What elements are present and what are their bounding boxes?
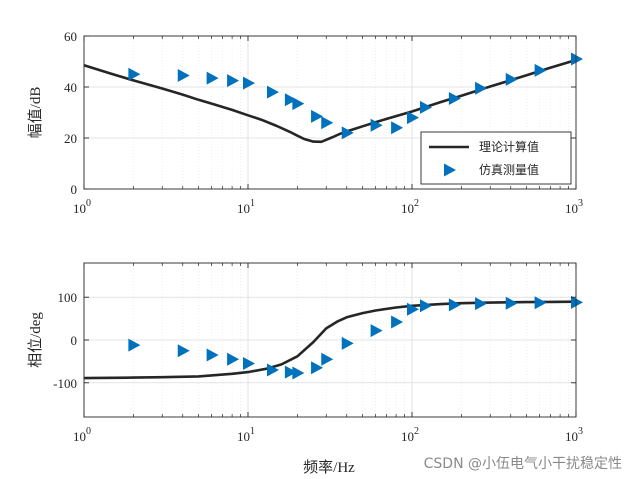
phase-sim-marker bbox=[266, 363, 279, 377]
phase-sim-marker bbox=[407, 302, 419, 316]
phase-xtick-label: 103 bbox=[565, 426, 583, 444]
phase-xtick-label: 100 bbox=[73, 426, 91, 444]
phase-sim-marker bbox=[206, 348, 219, 362]
phase-xtick-label: 101 bbox=[237, 426, 255, 444]
phase-xlabel: 频率/Hz bbox=[303, 459, 355, 476]
mag-ytick-label: 0 bbox=[71, 182, 78, 197]
mag-sim-marker bbox=[292, 97, 305, 111]
legend-label-sim: 仿真测量值 bbox=[479, 162, 539, 177]
phase-sim-marker bbox=[321, 352, 334, 366]
mag-sim-marker bbox=[206, 71, 219, 85]
mag-sim-marker bbox=[475, 81, 488, 95]
mag-sim-marker bbox=[177, 69, 190, 83]
mag-sim-marker bbox=[534, 63, 547, 77]
phase-sim-marker bbox=[177, 344, 190, 358]
phase-sim-marker bbox=[391, 315, 404, 329]
mag-xtick-label: 100 bbox=[73, 198, 91, 216]
mag-sim-marker bbox=[341, 126, 354, 140]
phase-sim-marker bbox=[341, 336, 354, 350]
mag-sim-marker bbox=[505, 72, 518, 86]
mag-ytick-label: 40 bbox=[64, 80, 77, 95]
mag-xtick-label: 101 bbox=[237, 198, 255, 216]
phase-sim-marker bbox=[311, 361, 324, 375]
mag-sim-marker bbox=[311, 109, 324, 123]
mag-sim-marker bbox=[227, 74, 240, 88]
mag-sim-marker bbox=[448, 91, 461, 105]
phase-sim-marker bbox=[284, 365, 297, 379]
mag-ylabel: 幅值/dB bbox=[27, 87, 44, 139]
mag-sim-marker bbox=[321, 116, 334, 130]
mag-sim-marker bbox=[419, 100, 432, 114]
phase-sim-marker bbox=[128, 338, 141, 352]
phase-sim-marker bbox=[571, 295, 583, 309]
mag-xtick-label: 103 bbox=[565, 198, 583, 216]
phase-sim-marker bbox=[370, 324, 383, 338]
phase-sim-marker bbox=[475, 297, 488, 311]
phase-ytick-label: 0 bbox=[71, 333, 78, 348]
mag-sim-marker bbox=[266, 85, 279, 99]
phase-ylabel: 相位/deg bbox=[27, 312, 44, 368]
mag-xtick-label: 102 bbox=[401, 198, 419, 216]
phase-sim-marker bbox=[292, 366, 305, 380]
mag-ytick-label: 20 bbox=[64, 131, 77, 146]
phase-sim-marker bbox=[505, 296, 518, 310]
mag-sim-marker bbox=[391, 121, 404, 135]
mag-sim-marker bbox=[128, 67, 141, 81]
mag-ytick-label: 60 bbox=[64, 29, 77, 44]
phase-sim-marker bbox=[227, 352, 240, 366]
mag-sim-marker bbox=[370, 118, 383, 132]
phase-ytick-label: 100 bbox=[58, 290, 78, 305]
phase-theory-line bbox=[83, 300, 577, 380]
mag-theory-line bbox=[83, 58, 577, 144]
mag-sim-marker bbox=[284, 93, 297, 107]
watermark: CSDN @小伍电气小干扰稳定性 bbox=[424, 456, 622, 472]
mag-axes-frame bbox=[83, 35, 577, 190]
phase-ytick-label: -100 bbox=[53, 376, 77, 391]
phase-sim-marker bbox=[243, 357, 255, 371]
phase-sim-marker bbox=[419, 299, 432, 313]
phase-sim-marker bbox=[534, 296, 547, 310]
phase-axes: 100 101 102 103 -100 0 100 相位/deg 频率/Hz bbox=[27, 262, 583, 476]
phase-xtick-label: 102 bbox=[401, 426, 419, 444]
mag-sim-marker bbox=[407, 111, 419, 125]
mag-sim-marker bbox=[571, 52, 583, 66]
legend-label-theory: 理论计算值 bbox=[479, 139, 539, 154]
legend-marker-swatch bbox=[444, 163, 456, 177]
mag-sim-marker bbox=[243, 76, 255, 90]
phase-sim-marker bbox=[448, 298, 461, 312]
